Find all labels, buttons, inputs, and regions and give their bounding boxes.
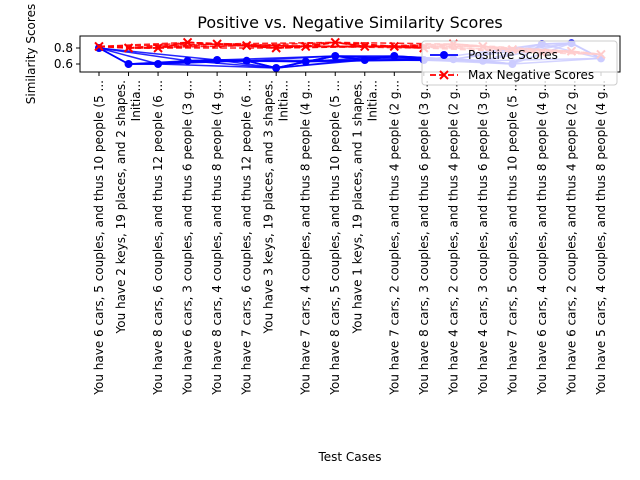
series-0-point: [213, 56, 222, 64]
series-0-point: [124, 60, 133, 68]
series-1-line: [98, 41, 602, 56]
series-0-point: [183, 56, 192, 65]
series-1-segment: [217, 41, 336, 45]
series-1-point: [182, 37, 193, 48]
x-tick-label: You have 5 cars, 4 couples, and thus 8 p…: [594, 80, 608, 396]
y-tick-label: 0.8: [54, 41, 73, 55]
series-0-point: [331, 52, 340, 60]
series-1-point: [271, 43, 281, 53]
x-tick-label: You have 8 cars, 6 couples, and thus 12 …: [151, 80, 165, 396]
x-tick-label: You have 6 cars, 4 couples, and thus 8 p…: [535, 80, 549, 396]
legend-box: [421, 40, 618, 86]
x-tick-label: You have 7 cars, 4 couples, and thus 8 p…: [299, 80, 313, 396]
series-0-segment: [187, 60, 277, 69]
x-tick-label: You have 7 cars, 6 couples, and thus 12 …: [240, 80, 254, 396]
series-1-point: [153, 43, 163, 53]
series-1-point: [123, 43, 134, 53]
series-0-point: [242, 56, 251, 65]
y-axis-label: Similarity Scores: [24, 4, 38, 104]
series-0-point: [360, 56, 369, 64]
x-tick-label: You have 8 cars, 5 couples, and thus 10 …: [328, 80, 342, 396]
x-tick-label: You have 2 keys, 19 places, and 2 shapes…: [114, 80, 143, 334]
x-tick-label: You have 1 keys, 19 places, and 1 shapes…: [350, 80, 379, 334]
x-tick-label: You have 7 cars, 5 couples, and thus 10 …: [505, 80, 519, 396]
chart-title: Positive vs. Negative Similarity Scores: [197, 13, 503, 32]
series-0-segment: [98, 47, 218, 61]
series-0-segment: [98, 47, 159, 65]
legend-entry-label: Max Negative Scores: [468, 68, 594, 82]
x-axis: You have 6 cars, 5 couples, and thus 10 …: [92, 72, 608, 396]
x-tick-label: You have 3 keys, 19 places, and 3 shapes…: [262, 80, 291, 334]
x-tick-label: You have 4 cars, 3 couples, and thus 6 p…: [476, 80, 490, 396]
plot-area-frame: [79, 35, 621, 73]
x-tick-label: You have 6 cars, 3 couples, and thus 6 p…: [181, 80, 195, 396]
series-0-point: [272, 64, 281, 72]
x-tick-label: You have 4 cars, 2 couples, and thus 4 p…: [446, 80, 460, 396]
legend-entry-label: Positive Scores: [468, 48, 558, 62]
x-tick-label: You have 8 cars, 4 couples, and thus 8 p…: [210, 80, 224, 396]
series-0-segment: [158, 63, 277, 69]
legend-swatch-marker: [440, 51, 448, 59]
series-1-segment: [335, 41, 454, 45]
y-tick-label: 0.6: [54, 57, 73, 71]
x-tick-label: You have 7 cars, 2 couples, and thus 4 p…: [387, 80, 401, 396]
series-1-point: [389, 41, 400, 52]
series-0-point: [154, 60, 163, 68]
x-tick-label: You have 6 cars, 2 couples, and thus 4 p…: [564, 80, 578, 396]
legend-swatch-marker: [439, 70, 449, 80]
y-axis: 0.60.8: [54, 41, 80, 71]
series-1-point: [94, 41, 104, 52]
series-0-point: [390, 52, 399, 60]
series-1-point: [360, 41, 370, 52]
series-1-point: [330, 37, 340, 48]
legend: Positive Scores Max Negative Scores: [421, 40, 618, 86]
series-0-point: [301, 57, 310, 66]
series-1-point: [300, 41, 311, 52]
series-1-point: [241, 40, 252, 51]
x-tick-label: You have 6 cars, 5 couples, and thus 10 …: [92, 80, 106, 396]
x-tick-label: You have 8 cars, 3 couples, and thus 6 p…: [417, 80, 431, 396]
series-1-point: [212, 39, 222, 49]
x-axis-label: Test Cases: [317, 450, 381, 464]
